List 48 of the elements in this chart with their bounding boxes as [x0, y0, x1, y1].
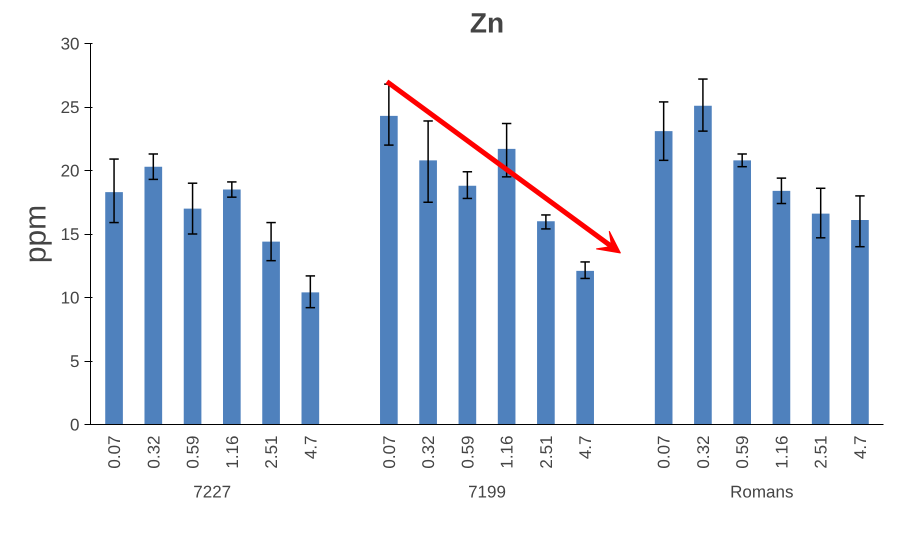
bar	[222, 190, 241, 424]
bar	[184, 208, 202, 424]
x-tick-label: 0.32	[419, 435, 438, 469]
x-tick-label: 0.07	[654, 435, 674, 469]
y-tick-label: 20	[60, 162, 80, 180]
x-tick-label: 2.51	[536, 435, 556, 469]
x-tick-label: 0.59	[184, 435, 203, 469]
bar	[537, 221, 555, 424]
y-tick-label: 30	[60, 34, 80, 54]
x-tick-label: 1.16	[498, 435, 517, 469]
x-tick-label: 0.59	[458, 435, 478, 469]
bar	[772, 190, 790, 424]
bar	[380, 116, 398, 424]
x-tick-label: 1.16	[772, 435, 792, 469]
bar	[851, 220, 869, 424]
x-tick-label: 2.51	[812, 435, 831, 469]
x-tick-label: 0.07	[105, 435, 124, 469]
x-tick-label: 1.16	[222, 435, 242, 469]
x-tick-label: 2.51	[262, 435, 282, 469]
bar	[812, 214, 830, 424]
bar	[105, 192, 123, 424]
y-tick-label: 5	[70, 352, 80, 371]
x-tick-label: 0.32	[144, 435, 164, 469]
y-tick-label: 0	[70, 416, 80, 434]
text: 7199	[468, 482, 506, 502]
chart-title: Zn	[470, 8, 504, 38]
bar	[576, 270, 594, 424]
y-tick-label: 15	[60, 225, 80, 244]
y-axis-title: ppm	[20, 204, 53, 264]
x-tick-label: 4.7	[576, 435, 596, 460]
x-tick-label: 4.7	[301, 435, 320, 460]
bar	[733, 160, 752, 424]
bar	[262, 242, 280, 424]
x-tick-label: 0.32	[694, 435, 713, 469]
text: Romans	[730, 482, 794, 502]
bar	[419, 160, 437, 424]
x-tick-label: 4.7	[850, 435, 870, 460]
bar	[144, 166, 162, 424]
text: 7227	[193, 482, 232, 502]
bar	[498, 148, 516, 424]
bar	[458, 186, 476, 424]
bar	[302, 292, 320, 424]
bar	[654, 131, 672, 424]
bar	[694, 106, 712, 424]
y-tick-label: 10	[60, 288, 80, 308]
y-tick-label: 25	[60, 98, 80, 117]
x-tick-label: 0.59	[733, 435, 752, 469]
x-tick-label: 0.07	[380, 435, 399, 469]
